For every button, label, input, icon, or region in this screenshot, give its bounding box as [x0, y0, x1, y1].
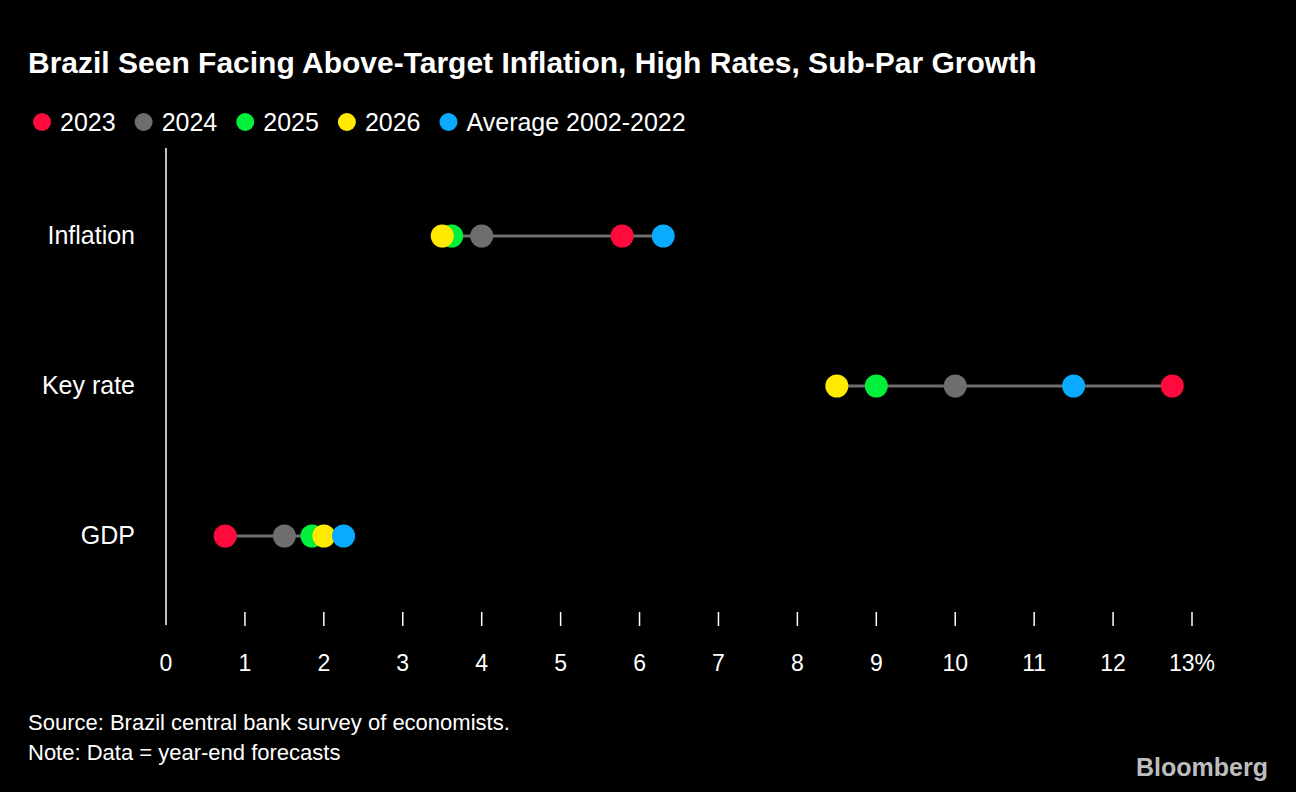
chart: Brazil Seen Facing Above-Target Inflatio…: [0, 0, 1296, 792]
dot: [273, 525, 296, 548]
tick-mark: [718, 612, 720, 626]
tick-mark: [876, 612, 878, 626]
plot-area: [214, 225, 1184, 548]
tick-mark: [402, 612, 404, 626]
legend-label: 2026: [365, 108, 421, 136]
tick-label: 3: [396, 650, 409, 676]
legend: 2023 2024 2025 2026 Average 2002-2022: [33, 108, 686, 136]
tick-mark: [323, 612, 325, 626]
dot: [431, 225, 454, 248]
tick-mark: [560, 612, 562, 626]
source: Source: Brazil central bank survey of ec…: [28, 710, 510, 735]
legend-swatch: [33, 113, 51, 131]
category-label: Inflation: [47, 221, 135, 249]
tick-label: 11: [1022, 650, 1046, 676]
dot: [611, 225, 634, 248]
legend-swatch: [338, 113, 356, 131]
legend-label: 2023: [60, 108, 116, 136]
tick-label: 8: [791, 650, 804, 676]
dot: [214, 525, 237, 548]
tick-label: 12: [1100, 650, 1126, 676]
tick-label: 4: [475, 650, 488, 676]
tick-mark: [954, 612, 956, 626]
tick-label: 5: [554, 650, 567, 676]
category-label: GDP: [81, 521, 135, 549]
dot: [1161, 375, 1184, 398]
tick-mark: [481, 612, 483, 626]
title: Brazil Seen Facing Above-Target Inflatio…: [28, 46, 1036, 79]
tick-mark: [797, 612, 799, 626]
dot: [470, 225, 493, 248]
tick-label: 7: [712, 650, 725, 676]
tick-mark: [1112, 612, 1114, 626]
legend-swatch: [440, 113, 458, 131]
legend-swatch: [135, 113, 153, 131]
category-label: Key rate: [42, 371, 135, 399]
tick-label: 1: [239, 650, 252, 676]
background: [0, 0, 1296, 792]
legend-label: 2024: [162, 108, 218, 136]
tick-label: 10: [942, 650, 968, 676]
tick-mark: [244, 612, 246, 626]
tick-mark: [639, 612, 641, 626]
dot: [1062, 375, 1085, 398]
legend-label: Average 2002-2022: [467, 108, 686, 136]
tick-label: 0: [160, 650, 173, 676]
dot: [944, 375, 967, 398]
tick-mark: [1191, 612, 1193, 626]
note: Note: Data = year-end forecasts: [28, 740, 340, 765]
tick-label: 9: [870, 650, 883, 676]
dot: [652, 225, 675, 248]
dot: [825, 375, 848, 398]
dot: [865, 375, 888, 398]
tick-label: 6: [633, 650, 646, 676]
axis-line: [165, 148, 167, 625]
dot: [332, 525, 355, 548]
tick-label: 13%: [1169, 650, 1215, 676]
tick-mark: [1033, 612, 1035, 626]
legend-label: 2025: [263, 108, 319, 136]
dot: [312, 525, 335, 548]
credit: Bloomberg: [1136, 753, 1268, 781]
tick-label: 2: [317, 650, 330, 676]
legend-swatch: [236, 113, 254, 131]
